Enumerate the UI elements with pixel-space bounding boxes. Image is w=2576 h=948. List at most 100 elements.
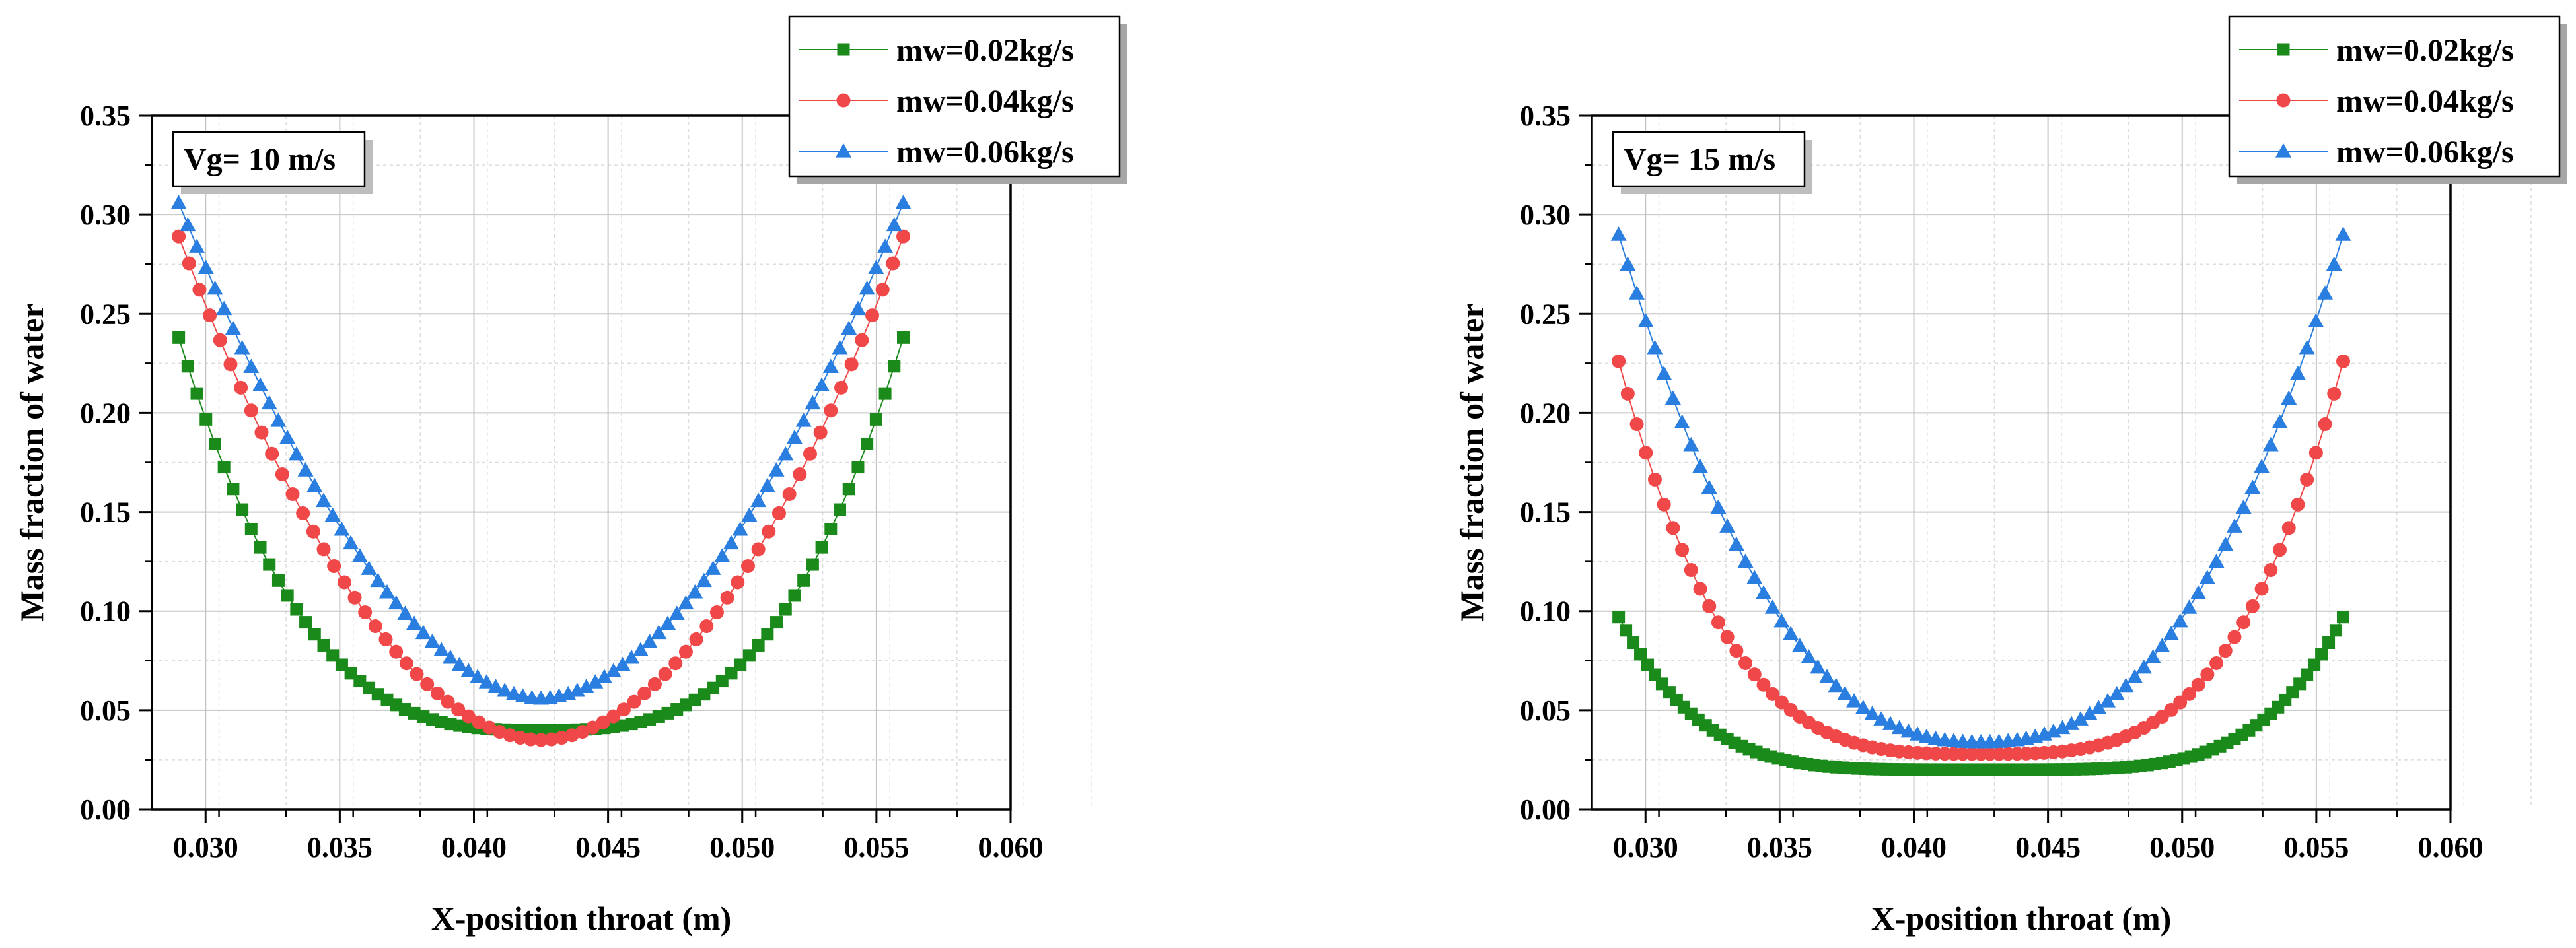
data-point <box>1818 669 1835 683</box>
series-line <box>178 202 904 699</box>
data-point <box>637 686 652 700</box>
data-point <box>285 487 300 501</box>
data-point <box>2308 658 2321 671</box>
annotation-text: Vg= 15 m/s <box>1624 142 1775 177</box>
data-point <box>470 669 486 683</box>
data-point <box>406 615 423 630</box>
data-point <box>347 590 362 605</box>
data-point <box>2245 599 2260 613</box>
y-tick-label: 0.30 <box>80 199 131 231</box>
data-point <box>2191 677 2205 692</box>
data-point <box>1738 656 1753 670</box>
x-tick-label: 0.035 <box>307 831 373 863</box>
data-point <box>1664 390 1681 405</box>
data-point <box>786 429 803 444</box>
data-point <box>596 715 610 729</box>
data-point <box>709 605 724 619</box>
data-point <box>172 331 186 344</box>
data-point <box>306 524 320 539</box>
data-point <box>316 542 331 557</box>
data-point <box>606 709 621 724</box>
data-point <box>1684 562 1698 577</box>
data-point <box>433 642 450 656</box>
data-point <box>875 283 890 297</box>
data-point <box>869 413 882 426</box>
data-point <box>487 679 504 693</box>
data-point <box>217 461 231 474</box>
data-point <box>389 644 404 659</box>
data-point <box>203 308 217 323</box>
data-point <box>296 506 310 520</box>
data-point <box>513 731 528 745</box>
data-point <box>207 280 223 295</box>
data-point <box>399 656 413 671</box>
data-point <box>316 492 332 508</box>
data-point <box>859 280 875 295</box>
y-axis-label: Mass fraction of water <box>13 304 50 622</box>
data-point <box>368 619 382 634</box>
data-point <box>741 507 758 522</box>
data-point <box>762 524 776 539</box>
data-point <box>1647 472 1662 487</box>
data-point <box>1627 636 1640 650</box>
data-point <box>2054 720 2071 735</box>
series-line <box>1618 234 2344 743</box>
data-point <box>2299 339 2315 355</box>
data-point <box>337 575 351 590</box>
data-point <box>886 256 900 271</box>
data-point <box>770 616 783 629</box>
y-tick-label: 0.10 <box>80 595 131 628</box>
data-point <box>252 377 269 391</box>
data-point <box>430 686 445 700</box>
data-point <box>849 300 866 316</box>
data-point <box>2262 436 2279 452</box>
data-point <box>2172 613 2188 628</box>
data-point <box>1710 499 1727 514</box>
data-point <box>1612 611 1626 624</box>
data-point <box>2317 285 2334 300</box>
y-tick-label: 0.00 <box>1520 794 1571 826</box>
data-point <box>844 357 859 372</box>
data-point <box>197 259 214 275</box>
x-axis-label: X-position throat (m) <box>431 900 732 937</box>
series-1 <box>1612 611 2349 776</box>
data-point <box>497 682 513 697</box>
data-point <box>2108 685 2125 700</box>
data-point <box>1747 667 1762 682</box>
data-point <box>1692 458 1709 473</box>
data-point <box>343 535 359 550</box>
data-point <box>779 603 792 616</box>
data-point <box>1641 658 1654 671</box>
data-point <box>616 702 631 717</box>
data-point <box>1746 570 1763 584</box>
data-point <box>554 731 569 745</box>
data-point <box>478 674 495 689</box>
data-point <box>358 605 373 619</box>
legend-marker <box>2277 43 2290 56</box>
data-point <box>1629 417 1644 432</box>
data-point <box>317 638 330 652</box>
series-line <box>178 337 904 731</box>
data-point <box>1729 644 1744 658</box>
data-point <box>505 685 522 700</box>
data-point <box>2301 668 2314 681</box>
data-point <box>822 358 839 374</box>
data-point <box>1720 630 1735 644</box>
data-point <box>227 483 240 496</box>
data-point <box>299 616 312 629</box>
legend-label: mw=0.04kg/s <box>2336 84 2514 119</box>
data-point <box>265 446 279 461</box>
data-point <box>689 632 703 646</box>
data-point <box>1637 313 1654 327</box>
y-tick-label: 0.30 <box>1520 199 1571 231</box>
data-point <box>768 462 785 477</box>
data-point <box>244 522 258 535</box>
data-point <box>254 541 267 554</box>
data-point <box>2081 706 2098 720</box>
data-point <box>2127 669 2143 683</box>
data-point <box>740 559 755 574</box>
data-point <box>777 446 794 461</box>
data-point <box>308 628 321 641</box>
data-point <box>263 558 276 571</box>
data-point <box>288 446 304 461</box>
